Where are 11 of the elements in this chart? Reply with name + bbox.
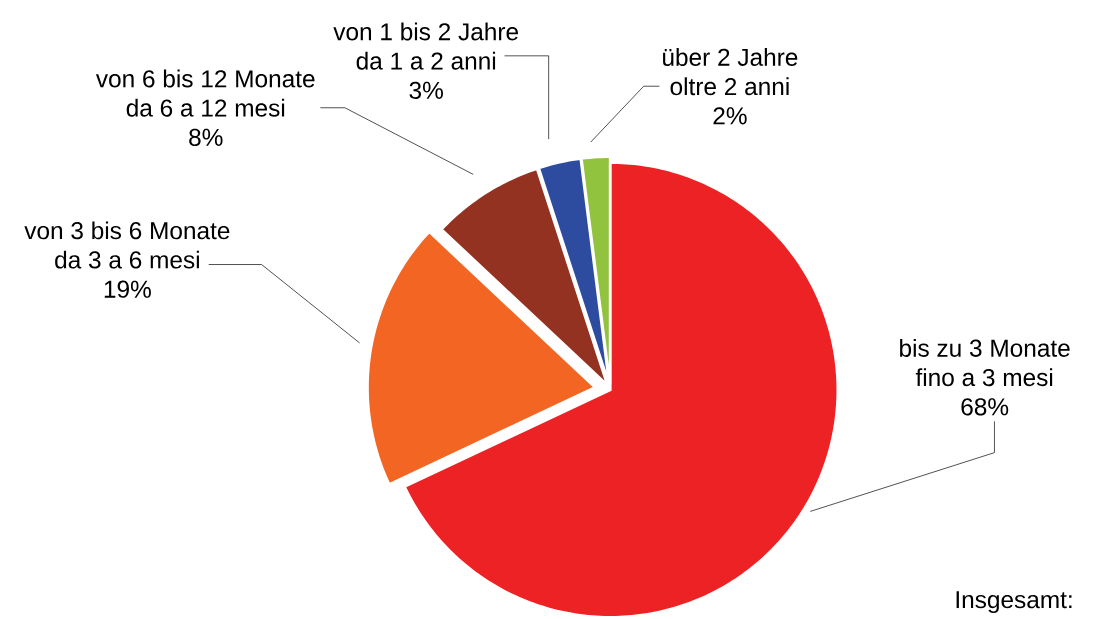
slice-label: von 1 bis 2 Jahre da 1 a 2 anni [333,22,518,70]
data-label: 3% [409,81,443,99]
data-label: 8% [189,128,223,146]
slice-label: bis zu 3 Monate fino a 3 mesi [900,338,1070,387]
data-label: 2% [713,107,747,125]
data-label: 68% [961,398,1009,416]
text: Insgesamt: [956,591,1072,614]
data-label: 19% [104,280,151,298]
slice-label: von 3 bis 6 Monate da 3 a 6 mesi [24,221,230,269]
slice-label: von 6 bis 12 Monate da 6 a 12 mesi [95,69,315,117]
slice-label: über 2 Jahre oltre 2 anni [663,47,798,96]
